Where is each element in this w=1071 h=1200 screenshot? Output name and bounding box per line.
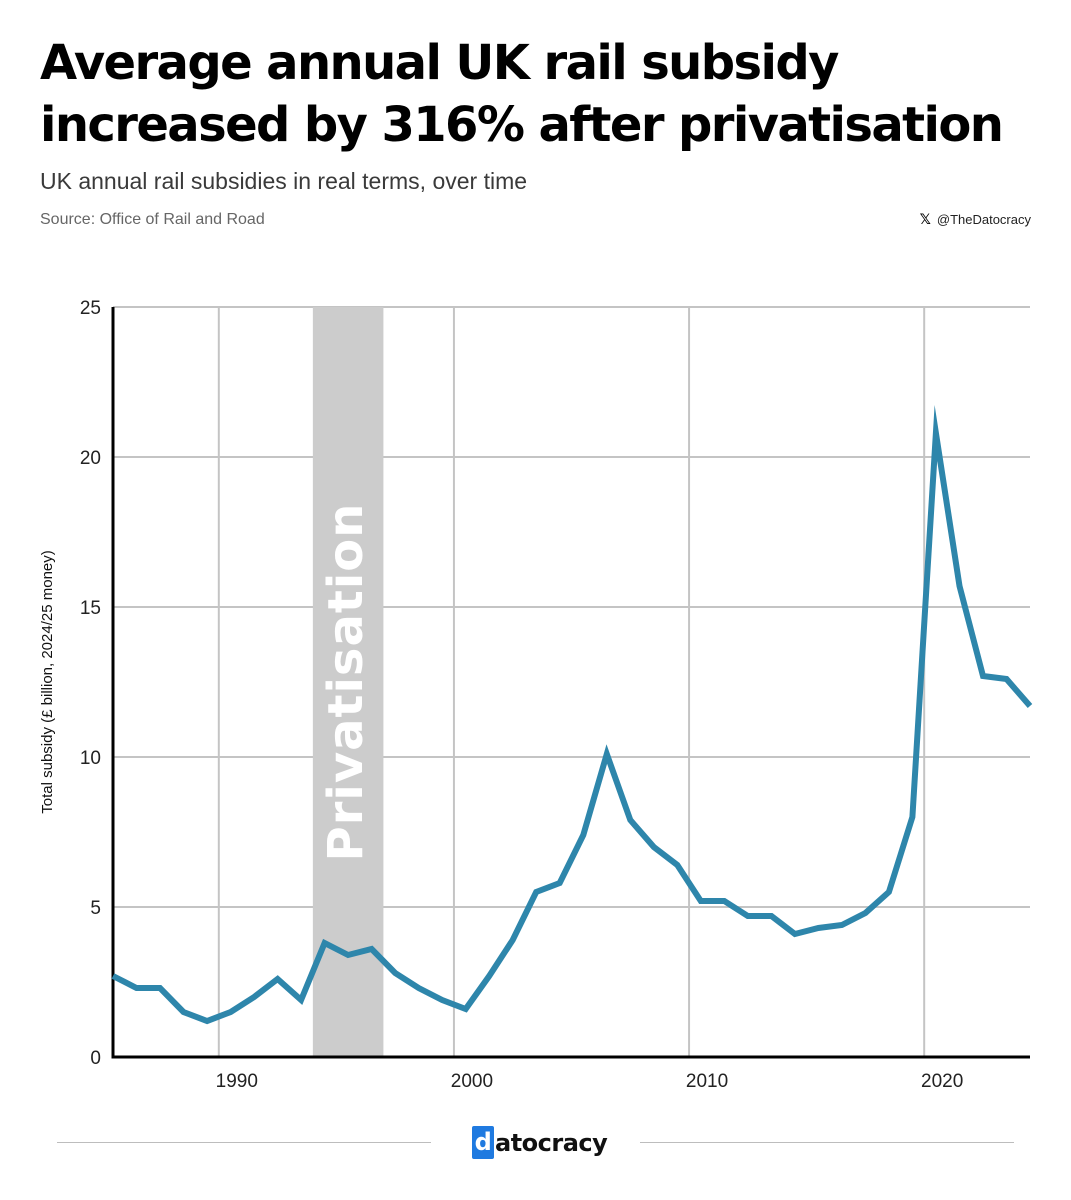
tick-labels: 0 5 10 15 20 25 1990 2000 2010 2020 Total subsidy … bbox=[39, 298, 963, 1092]
x-tick-label-1990: 1990 bbox=[216, 1071, 258, 1092]
chart-title: Average annual UK rail subsidy increased… bbox=[40, 35, 1004, 153]
grid bbox=[113, 306, 1030, 1057]
privatisation-label: Privatisation bbox=[318, 503, 374, 862]
privatisation-band-rect bbox=[312, 307, 384, 1057]
x-logo-icon: 𝕏 bbox=[919, 211, 931, 227]
chart-subtitle: UK annual rail subsidies in real terms, … bbox=[40, 168, 528, 194]
footer-divider-right bbox=[640, 1142, 1014, 1143]
series-line-0 bbox=[111, 404, 1033, 1025]
social-handle[interactable]: 𝕏 @TheDatocracy bbox=[920, 211, 1031, 228]
source-note: Source: Office of Rail and Road bbox=[40, 211, 265, 228]
footer-divider-left bbox=[57, 1142, 431, 1143]
axes bbox=[111, 307, 1030, 1059]
y-tick-label-10: 10 bbox=[80, 748, 101, 769]
line-chart: Privatisation 0 5 10 15 20 25 1990 2000 2010 2020… bbox=[39, 298, 1033, 1092]
y-tick-label-15: 15 bbox=[80, 598, 101, 619]
brand-name: atocracy bbox=[495, 1128, 608, 1157]
handle-text: @TheDatocracy bbox=[936, 212, 1031, 227]
y-tick-label-0: 0 bbox=[90, 1048, 101, 1069]
y-tick-label-20: 20 bbox=[80, 448, 101, 469]
series-layer bbox=[111, 404, 1033, 1025]
brand-logo: d atocracy bbox=[472, 1126, 608, 1159]
x-tick-label-2020: 2020 bbox=[921, 1071, 963, 1092]
x-tick-label-2010: 2010 bbox=[686, 1071, 728, 1092]
y-tick-label-25: 25 bbox=[80, 298, 101, 319]
y-tick-label-5: 5 bbox=[90, 898, 101, 919]
brand-mark: d bbox=[472, 1126, 494, 1159]
x-tick-label-2000: 2000 bbox=[451, 1071, 493, 1092]
privatisation-band: Privatisation bbox=[312, 307, 384, 1057]
y-axis-label: Total subsidy (£ billion, 2024/25 money) bbox=[39, 550, 56, 813]
